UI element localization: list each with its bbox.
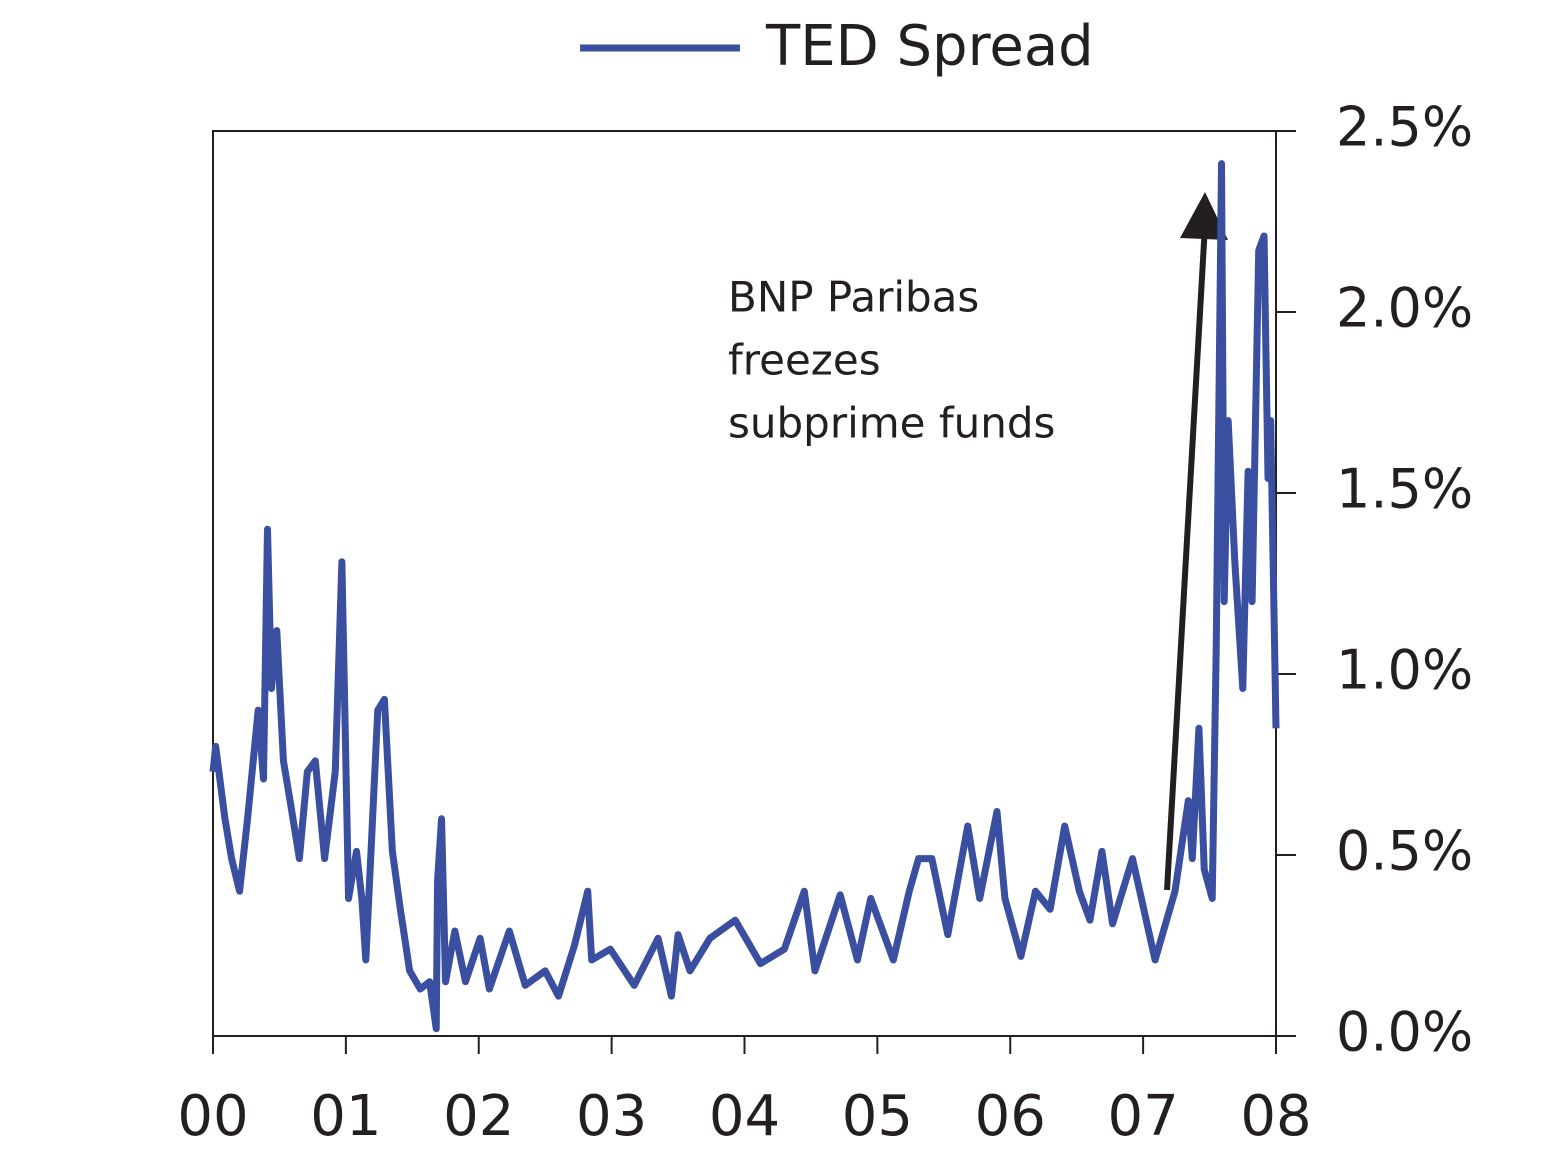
x-tick-label: 01: [310, 1084, 381, 1149]
series-line: [209, 160, 1280, 1033]
x-tick-label: 02: [443, 1084, 514, 1149]
x-tick-label: 04: [709, 1084, 780, 1149]
y-tick-label: 2.5%: [1336, 96, 1473, 159]
y-tick-label: 2.0%: [1336, 277, 1473, 340]
x-tick-label: 06: [975, 1084, 1046, 1149]
legend-label: TED Spread: [765, 14, 1094, 79]
y-tick-label: 0.5%: [1336, 820, 1473, 883]
x-tick-label: 08: [1240, 1084, 1311, 1149]
x-tick-label: 00: [177, 1084, 248, 1149]
annotation-arrow: [1164, 224, 1208, 891]
annotation-arrowhead: [1180, 192, 1228, 240]
annotation: BNP Paribas: [728, 273, 979, 322]
x-tick-label: 07: [1107, 1084, 1178, 1149]
x-tick-label: 03: [576, 1084, 647, 1149]
annotation: freezes: [728, 336, 881, 385]
y-tick-label: 1.5%: [1336, 458, 1473, 521]
y-tick-label: 0.0%: [1336, 1001, 1473, 1064]
y-tick-label: 1.0%: [1336, 639, 1473, 702]
annotation: subprime funds: [728, 399, 1055, 448]
x-tick-label: 05: [842, 1084, 913, 1149]
